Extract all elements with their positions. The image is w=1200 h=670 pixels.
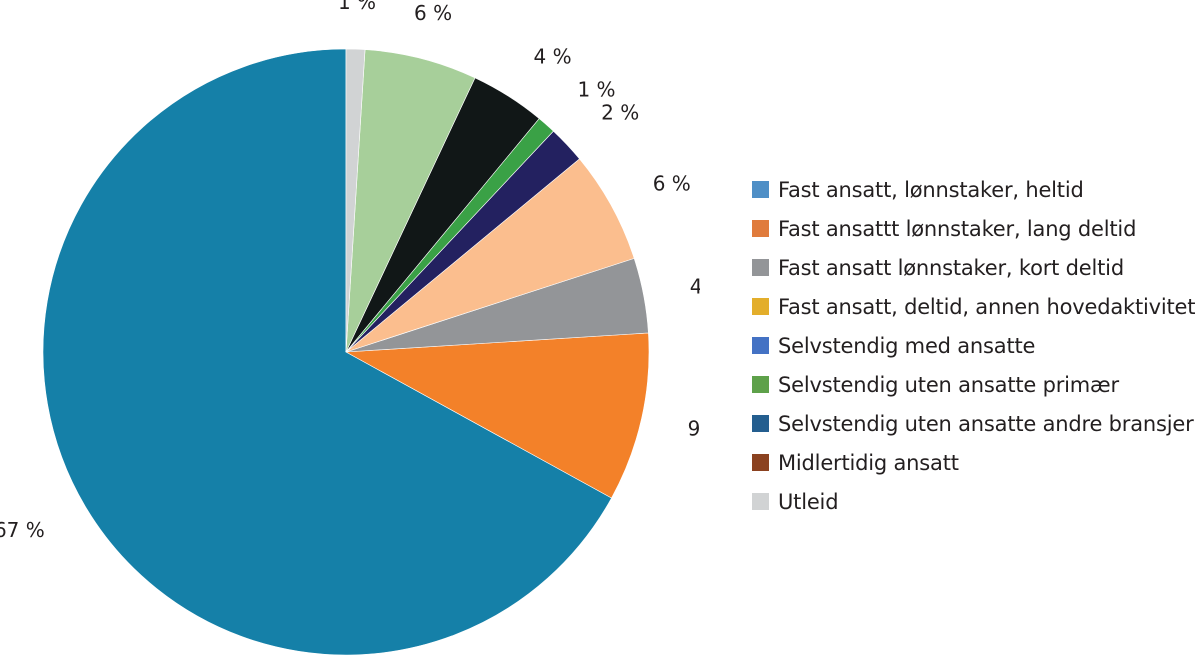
legend-label: Fast ansatt lønnstaker, kort deltid: [778, 255, 1124, 280]
slice-value-label: 9 %: [688, 416, 700, 440]
pie-slice: [345, 48, 366, 353]
slice-value-label: 2 %: [601, 100, 639, 124]
slice-value-label: 1 %: [577, 77, 615, 101]
legend-label: Selvstendig med ansatte: [778, 333, 1036, 358]
legend-swatch: [752, 493, 769, 510]
legend-item: Selvstendig uten ansatte andre bransjer: [752, 404, 1195, 443]
slice-value-label: 6 %: [653, 171, 691, 195]
slice-value-label: 1 %: [338, 0, 376, 14]
legend-label: Fast ansatt, lønnstaker, heltid: [778, 177, 1084, 202]
slice-value-label: 6 %: [414, 1, 452, 25]
legend-swatch: [752, 298, 769, 315]
legend-swatch: [752, 376, 769, 393]
legend-swatch: [752, 337, 769, 354]
legend-swatch: [752, 220, 769, 237]
legend-label: Fast ansatt, deltid, annen hovedaktivite…: [778, 294, 1196, 319]
legend-label: Selvstendig uten ansatte andre bransjer: [778, 411, 1194, 436]
legend-item: Fast ansatt, lønnstaker, heltid: [752, 170, 1195, 209]
legend-item: Selvstendig uten ansatte primær: [752, 365, 1195, 404]
pie-slice: [344, 332, 650, 499]
pie-chart: 67 %9 %4 %6 %2 %1 %4 %6 %1 %: [0, 0, 700, 656]
legend-item: Utleid: [752, 482, 1195, 521]
legend-swatch: [752, 259, 769, 276]
legend-item: Fast ansattt lønnstaker, lang deltid: [752, 209, 1195, 248]
legend-item: Fast ansatt, deltid, annen hovedaktivite…: [752, 287, 1195, 326]
legend-swatch: [752, 181, 769, 198]
slice-value-label: 67 %: [0, 518, 45, 542]
legend-item: Selvstendig med ansatte: [752, 326, 1195, 365]
legend: Fast ansatt, lønnstaker, heltid Fast ansa…: [752, 170, 1195, 521]
slice-value-label: 4 %: [690, 274, 700, 298]
legend-item: Fast ansatt lønnstaker, kort deltid: [752, 248, 1195, 287]
legend-item: Midlertidig ansatt: [752, 443, 1195, 482]
legend-label: Midlertidig ansatt: [778, 450, 959, 475]
legend-label: Fast ansattt lønnstaker, lang deltid: [778, 216, 1137, 241]
legend-swatch: [752, 454, 769, 471]
slice-value-label: 4 %: [534, 44, 572, 68]
legend-label: Selvstendig uten ansatte primær: [778, 372, 1119, 397]
pie-slice: [42, 48, 612, 656]
legend-swatch: [752, 415, 769, 432]
legend-label: Utleid: [778, 489, 839, 514]
